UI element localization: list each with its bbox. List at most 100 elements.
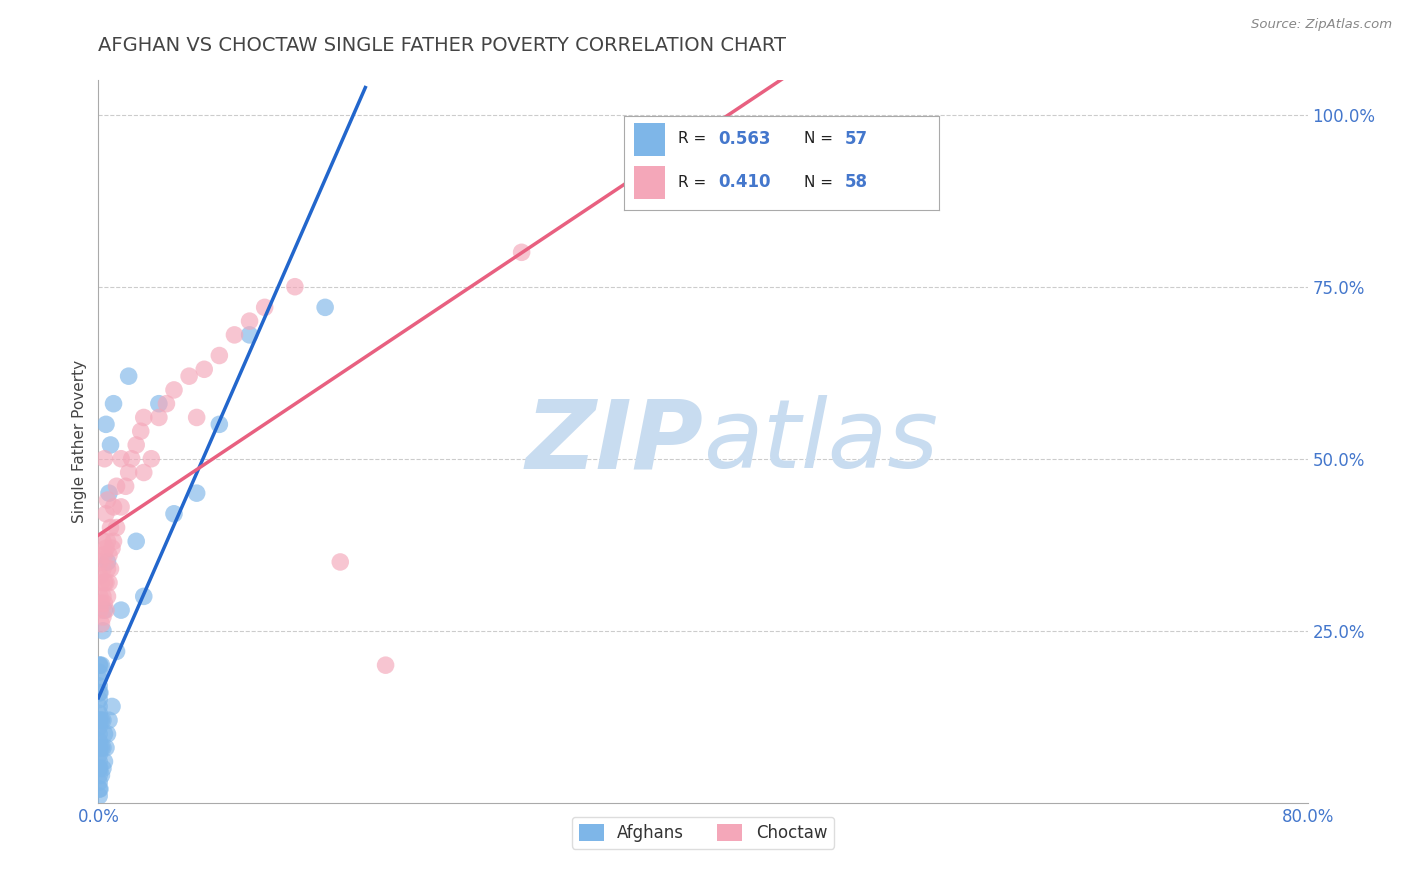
Point <box>89 713 111 727</box>
Point <box>118 466 141 480</box>
Point <box>100 520 122 534</box>
Point <box>89 706 111 721</box>
Point <box>93 575 115 590</box>
Point <box>93 727 115 741</box>
Point <box>148 397 170 411</box>
Point <box>90 768 112 782</box>
Point <box>89 761 111 775</box>
Point <box>91 590 114 604</box>
Text: atlas: atlas <box>703 395 938 488</box>
Point <box>101 699 124 714</box>
Point <box>90 713 112 727</box>
Point <box>129 424 152 438</box>
Point <box>208 349 231 363</box>
Point <box>89 782 111 797</box>
Point <box>239 327 262 342</box>
Point <box>93 451 115 466</box>
Point <box>89 672 111 686</box>
Point <box>94 541 117 556</box>
Point <box>125 438 148 452</box>
Point <box>89 686 111 700</box>
Point <box>91 562 114 576</box>
Point <box>510 245 533 260</box>
Point <box>89 699 111 714</box>
Point <box>93 603 115 617</box>
Point <box>100 438 122 452</box>
Point <box>329 555 352 569</box>
Point <box>118 369 141 384</box>
Point <box>155 397 177 411</box>
Point <box>89 789 111 803</box>
Point <box>91 761 114 775</box>
Point <box>93 755 115 769</box>
Point <box>89 555 111 569</box>
Point <box>89 590 111 604</box>
Point <box>90 596 112 610</box>
Point <box>89 775 111 789</box>
Point <box>89 734 111 748</box>
Point <box>374 658 396 673</box>
Point <box>89 692 111 706</box>
Point <box>89 603 111 617</box>
Point <box>193 362 215 376</box>
Point <box>89 720 111 734</box>
Point <box>98 548 121 562</box>
Text: ZIP: ZIP <box>524 395 703 488</box>
Point <box>89 658 111 673</box>
Point <box>93 548 115 562</box>
Point <box>96 534 118 549</box>
Point <box>103 500 125 514</box>
Point <box>90 740 112 755</box>
Point <box>89 761 111 775</box>
Text: Source: ZipAtlas.com: Source: ZipAtlas.com <box>1251 18 1392 31</box>
Point <box>239 314 262 328</box>
Point <box>96 562 118 576</box>
Point <box>105 520 128 534</box>
Point <box>98 486 121 500</box>
Text: AFGHAN VS CHOCTAW SINGLE FATHER POVERTY CORRELATION CHART: AFGHAN VS CHOCTAW SINGLE FATHER POVERTY … <box>98 36 786 54</box>
Point <box>132 590 155 604</box>
Point <box>132 466 155 480</box>
Point <box>89 568 111 582</box>
Point <box>94 417 117 432</box>
Point <box>93 596 115 610</box>
Point <box>89 679 111 693</box>
Point <box>186 486 208 500</box>
Point <box>96 590 118 604</box>
Point <box>105 479 128 493</box>
Point <box>284 279 307 293</box>
Legend: Afghans, Choctaw: Afghans, Choctaw <box>572 817 834 848</box>
Point <box>647 162 669 177</box>
Point <box>114 479 136 493</box>
Point <box>91 740 114 755</box>
Point <box>91 610 114 624</box>
Point <box>110 500 132 514</box>
Point <box>163 507 186 521</box>
Point <box>89 665 111 679</box>
Point <box>89 782 111 797</box>
Point <box>90 658 112 673</box>
Point <box>89 713 111 727</box>
Point <box>148 410 170 425</box>
Point <box>96 493 118 508</box>
Point <box>90 575 112 590</box>
Point <box>224 327 246 342</box>
Point <box>100 562 122 576</box>
Point <box>89 740 111 755</box>
Point <box>96 727 118 741</box>
Point <box>89 755 111 769</box>
Point <box>89 686 111 700</box>
Point <box>163 383 186 397</box>
Point <box>141 451 163 466</box>
Point <box>96 555 118 569</box>
Point <box>125 534 148 549</box>
Point <box>179 369 201 384</box>
Point <box>98 575 121 590</box>
Point <box>253 301 276 315</box>
Point <box>91 624 114 638</box>
Point <box>90 616 112 631</box>
Point <box>89 740 111 755</box>
Point <box>105 644 128 658</box>
Point <box>121 451 143 466</box>
Point <box>314 301 336 315</box>
